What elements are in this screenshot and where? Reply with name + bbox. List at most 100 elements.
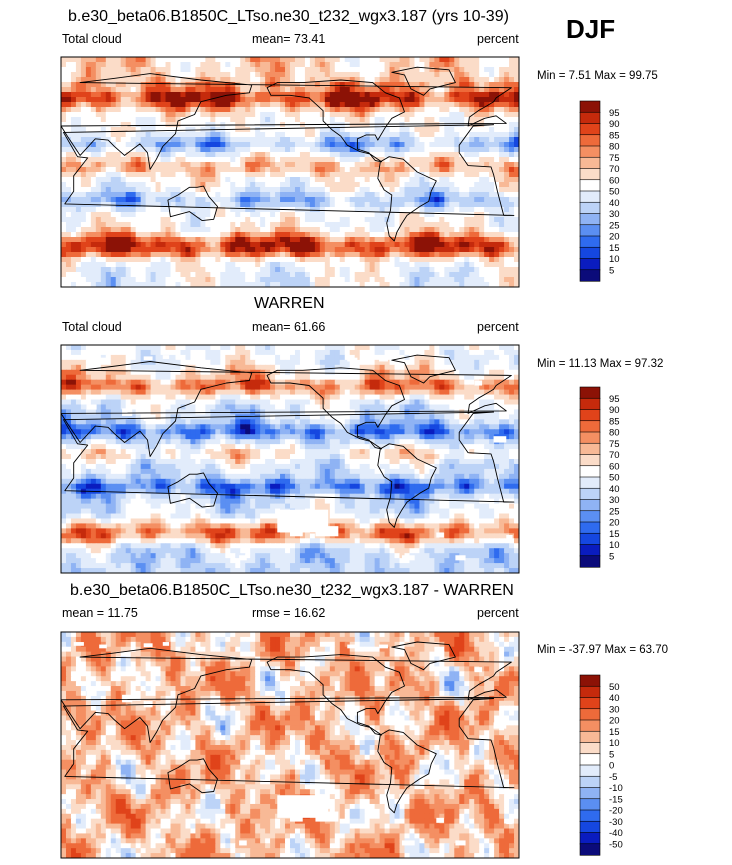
colorbar-swatch [579,258,601,271]
colorbar-tick-label: 80 [609,142,620,153]
colorbar-swatch [579,685,601,699]
panel-3-mean-label: mean = 11.75 [62,606,138,620]
panel-1-title: b.e30_beta06.B1850C_LTso.ne30_t232_wgx3.… [68,8,509,25]
coastline [61,73,512,170]
colorbar-swatch [579,145,601,158]
colorbar-swatch [579,269,601,282]
colorbar-tick-label: 50 [609,473,620,484]
colorbar-swatch [579,510,601,523]
colorbar-swatch [579,843,601,856]
colorbar-swatch [579,499,601,512]
colorbar-tick-label: 70 [609,450,620,461]
panel-2-title: WARREN [254,295,325,312]
colorbar-tick-label: -20 [609,806,623,817]
map-frame [60,631,520,859]
map-panel-2 [60,344,520,574]
colorbar-swatch [579,521,601,534]
panel-1-variable-label: Total cloud [62,32,122,46]
colorbar-swatch [579,111,601,125]
panel-1-mean-label: mean= 73.41 [252,32,326,46]
coastline [391,641,456,671]
panel-2-mean-label: mean= 61.66 [252,320,326,334]
colorbar-tick-label: 10 [609,738,620,749]
coastline [63,411,515,503]
colorbar-tick-label: 85 [609,130,620,141]
colorbar-tick-label: 0 [609,761,614,772]
panel-2-variable-label: Total cloud [62,320,122,334]
colorbar-swatch [579,442,601,456]
colorbar-swatch [579,775,601,789]
coastline [377,156,437,242]
colorbar-swatch [579,134,601,147]
colorbar-tick-label: 90 [609,119,620,130]
colorbar-tick-label: 95 [609,394,620,405]
map-panel-1 [60,56,520,288]
colorbar-tick-label: 5 [609,749,614,760]
colorbar-swatch [579,487,601,501]
colorbar-swatch [579,156,601,170]
colorbar-tick-label: 15 [609,243,620,254]
colorbar-swatch [579,224,601,237]
coastline [167,758,218,794]
colorbar-tick-label: -10 [609,783,623,794]
colorbar-tick-label: -5 [609,772,617,783]
coastline [61,647,512,743]
colorbar-swatch [579,465,601,478]
colorbar-tick-label: 40 [609,484,620,495]
colorbar-swatch [579,719,601,732]
panel-3-rmse-label: rmse = 16.62 [252,606,326,620]
coastline [266,367,405,450]
colorbar-tick-label: 15 [609,529,620,540]
colorbar-tick-label: 50 [609,187,620,198]
colorbar-swatch [579,454,601,467]
coastline [167,472,218,508]
colorbar-swatch [579,190,601,203]
colorbar-tick-label: 95 [609,108,620,119]
colorbar-tick-label: 40 [609,198,620,209]
colorbar-swatch [579,730,601,744]
colorbar-tick-label: 90 [609,405,620,416]
colorbar-tick-label: 10 [609,540,620,551]
colorbar-swatch [579,555,601,568]
colorbar-swatch [579,809,601,822]
panel-3-units-label: percent [477,606,519,620]
colorbar-swatch [579,798,601,811]
colorbar-tick-label: -15 [609,794,623,805]
map-frame [60,56,520,288]
colorbar-swatch [579,753,601,766]
panel-1-minmax: Min = 7.51 Max = 99.75 [537,70,658,82]
colorbar-swatch [579,201,601,215]
coastline [167,185,218,222]
panel-2-minmax: Min = 11.13 Max = 97.32 [537,358,664,370]
colorbar-tick-label: 25 [609,220,620,231]
colorbar-tick-label: 85 [609,416,620,427]
colorbar-swatch [579,246,601,260]
colorbar-tick-label: 75 [609,153,620,164]
coastline [391,354,456,384]
colorbar-tick-label: 20 [609,518,620,529]
colorbar-tick-label: 15 [609,727,620,738]
colorbar-tick-label: 20 [609,232,620,243]
colorbar-swatch [579,100,601,113]
coastline [391,66,456,96]
coastline [63,698,515,789]
season-label: DJF [566,14,616,44]
colorbar-tick-label: 50 [609,682,620,693]
colorbar-swatch [579,235,601,248]
colorbar-tick-label: -30 [609,817,623,828]
colorbar-tick-label: 60 [609,461,620,472]
colorbar-tick-label: 75 [609,439,620,450]
colorbar-swatch [579,397,601,411]
panel-3-title: b.e30_beta06.B1850C_LTso.ne30_t232_wgx3.… [70,582,514,599]
panel-3-minmax: Min = -37.97 Max = 63.70 [537,644,669,656]
colorbar-swatch [579,476,601,489]
colorbar-swatch [579,431,601,444]
colorbar-swatch [579,697,601,710]
colorbar-swatch [579,213,601,226]
colorbar-swatch [579,179,601,192]
map-panel-3 [60,631,520,859]
colorbar-swatch [579,832,601,845]
